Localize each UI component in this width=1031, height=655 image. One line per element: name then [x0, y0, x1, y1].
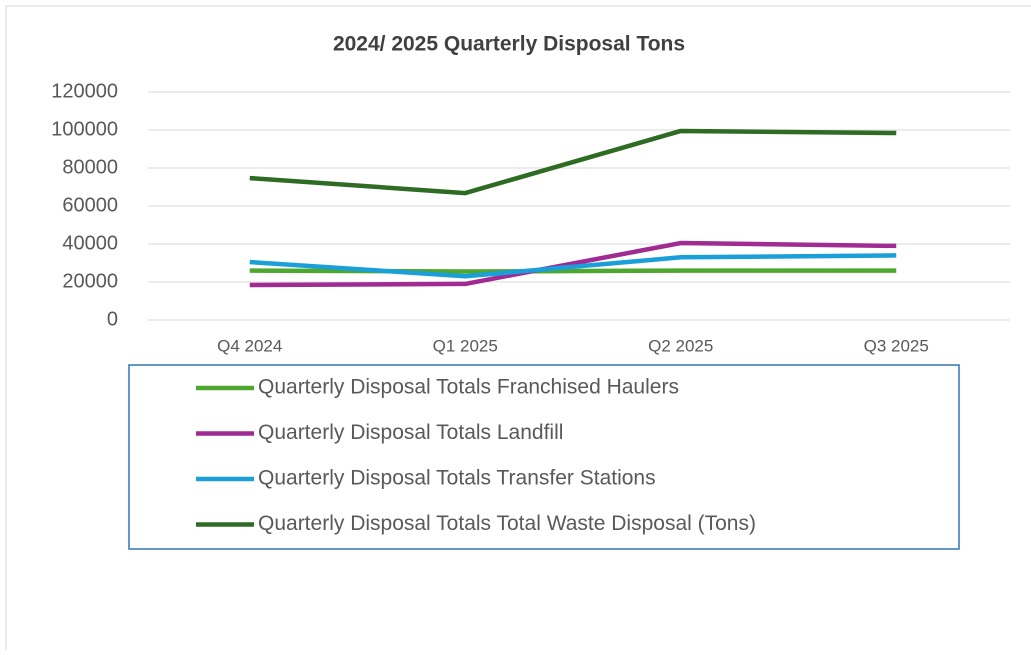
x-tick-label: Q1 2025	[433, 336, 498, 355]
legend-label: Quarterly Disposal Totals Landfill	[258, 421, 563, 444]
y-tick-label: 100000	[51, 118, 118, 140]
x-tick-label: Q3 2025	[864, 336, 929, 355]
y-tick-label: 120000	[51, 80, 118, 102]
y-tick-label: 80000	[62, 156, 118, 178]
chart-title: 2024/ 2025 Quarterly Disposal Tons	[333, 33, 685, 56]
y-tick-label: 60000	[62, 194, 118, 216]
y-tick-label: 40000	[62, 232, 118, 254]
series-line	[249, 240, 897, 288]
series-line	[249, 128, 897, 196]
y-tick-label: 20000	[62, 270, 118, 292]
x-tick-label: Q4 2024	[217, 336, 282, 355]
legend-label: Quarterly Disposal Totals Total Waste Di…	[258, 512, 756, 535]
series-line	[249, 253, 897, 279]
legend-label: Quarterly Disposal Totals Franchised Hau…	[258, 376, 679, 399]
legend-label: Quarterly Disposal Totals Transfer Stati…	[258, 467, 656, 490]
y-tick-label: 0	[107, 308, 118, 330]
series-line	[249, 268, 897, 274]
chart-frame	[5, 5, 1031, 655]
legend-box	[128, 364, 960, 550]
x-tick-label: Q2 2025	[648, 336, 713, 355]
